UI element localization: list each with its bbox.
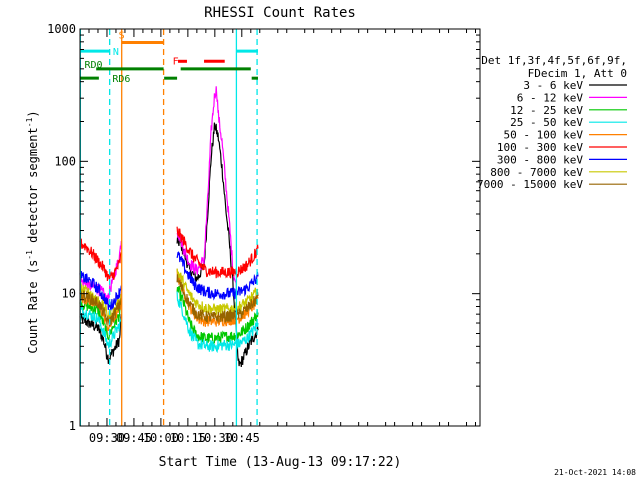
- y-tick-label: 10: [62, 287, 76, 301]
- series-line-300-800-kev: [176, 251, 259, 301]
- series-line-12-25-kev: [79, 299, 122, 341]
- series-line-3-6-kev: [79, 313, 122, 364]
- x-axis-label: Start Time (13-Aug-13 09:17:22): [159, 455, 402, 470]
- data-layer: [79, 86, 259, 368]
- status-bar-label-rd6: RD6: [112, 74, 130, 85]
- status-bar-label-f: F: [173, 56, 179, 67]
- y-tick-label: 1000: [47, 22, 76, 36]
- legend-entry-label: 50 - 100 keV: [504, 129, 584, 142]
- legend-entry-label: 3 - 6 keV: [523, 79, 583, 92]
- series-line-3-6-kev: [176, 122, 259, 368]
- legend-entry-label: 6 - 12 keV: [517, 91, 584, 104]
- legend: Det 1f,3f,4f,5f,6f,9f, FDecim 1, Att 0 3…: [477, 54, 627, 191]
- legend-header-line2: FDecim 1, Att 0: [528, 67, 627, 80]
- legend-entry-label: 800 - 7000 keV: [490, 166, 583, 179]
- y-tick-label: 1: [69, 419, 76, 433]
- legend-entry-label: 100 - 300 keV: [497, 141, 583, 154]
- status-bar-label-rd0: RD0: [84, 60, 102, 71]
- series-line-25-50-kev: [176, 291, 259, 354]
- y-tick-label: 100: [54, 154, 76, 168]
- legend-header-line1: Det 1f,3f,4f,5f,6f,9f,: [481, 54, 627, 67]
- y-axis-label-part: ): [26, 110, 40, 117]
- y-axis-label-superscript: -1: [25, 117, 34, 127]
- series-line-25-50-kev: [79, 306, 122, 349]
- status-bars: NS F RD0 RD6: [80, 31, 258, 85]
- x-tick-label: 10:00: [143, 431, 179, 445]
- y-axis-label-part: Count Rate (s: [26, 260, 40, 354]
- series-line-300-800-kev: [79, 270, 122, 312]
- series-line-100-300-kev: [79, 238, 122, 282]
- legend-entry-label: 300 - 800 keV: [497, 153, 583, 166]
- y-axis-label-superscript: -1: [25, 250, 34, 260]
- series-line-6-12-kev: [176, 86, 237, 289]
- chart-title: RHESSI Count Rates: [204, 5, 356, 21]
- x-tick-label: 09:45: [116, 431, 152, 445]
- legend-entry-label: 12 - 25 keV: [510, 104, 583, 117]
- series-line-12-25-kev: [176, 286, 259, 344]
- plot-frame: [79, 28, 481, 427]
- series-line-100-300-kev: [176, 226, 259, 279]
- x-tick-label: 10:45: [224, 431, 260, 445]
- legend-entry-label: 7000 - 15000 keV: [477, 178, 583, 191]
- series-line-7000-15000-kev: [176, 274, 259, 324]
- y-axis-label-part: detector segment: [26, 127, 40, 250]
- x-tick-label: 10:15: [170, 431, 206, 445]
- legend-entry-label: 25 - 50 keV: [510, 116, 583, 129]
- footer-timestamp: 21-Oct-2021 14:08: [554, 468, 636, 477]
- status-bar-label-s: S: [119, 31, 125, 42]
- x-tick-label: 10:30: [197, 431, 233, 445]
- x-tick-label: 09:30: [89, 431, 125, 445]
- status-bar-label-n: N: [113, 47, 119, 58]
- y-axis-label: Count Rate (s-1 detector segment-1): [25, 110, 40, 353]
